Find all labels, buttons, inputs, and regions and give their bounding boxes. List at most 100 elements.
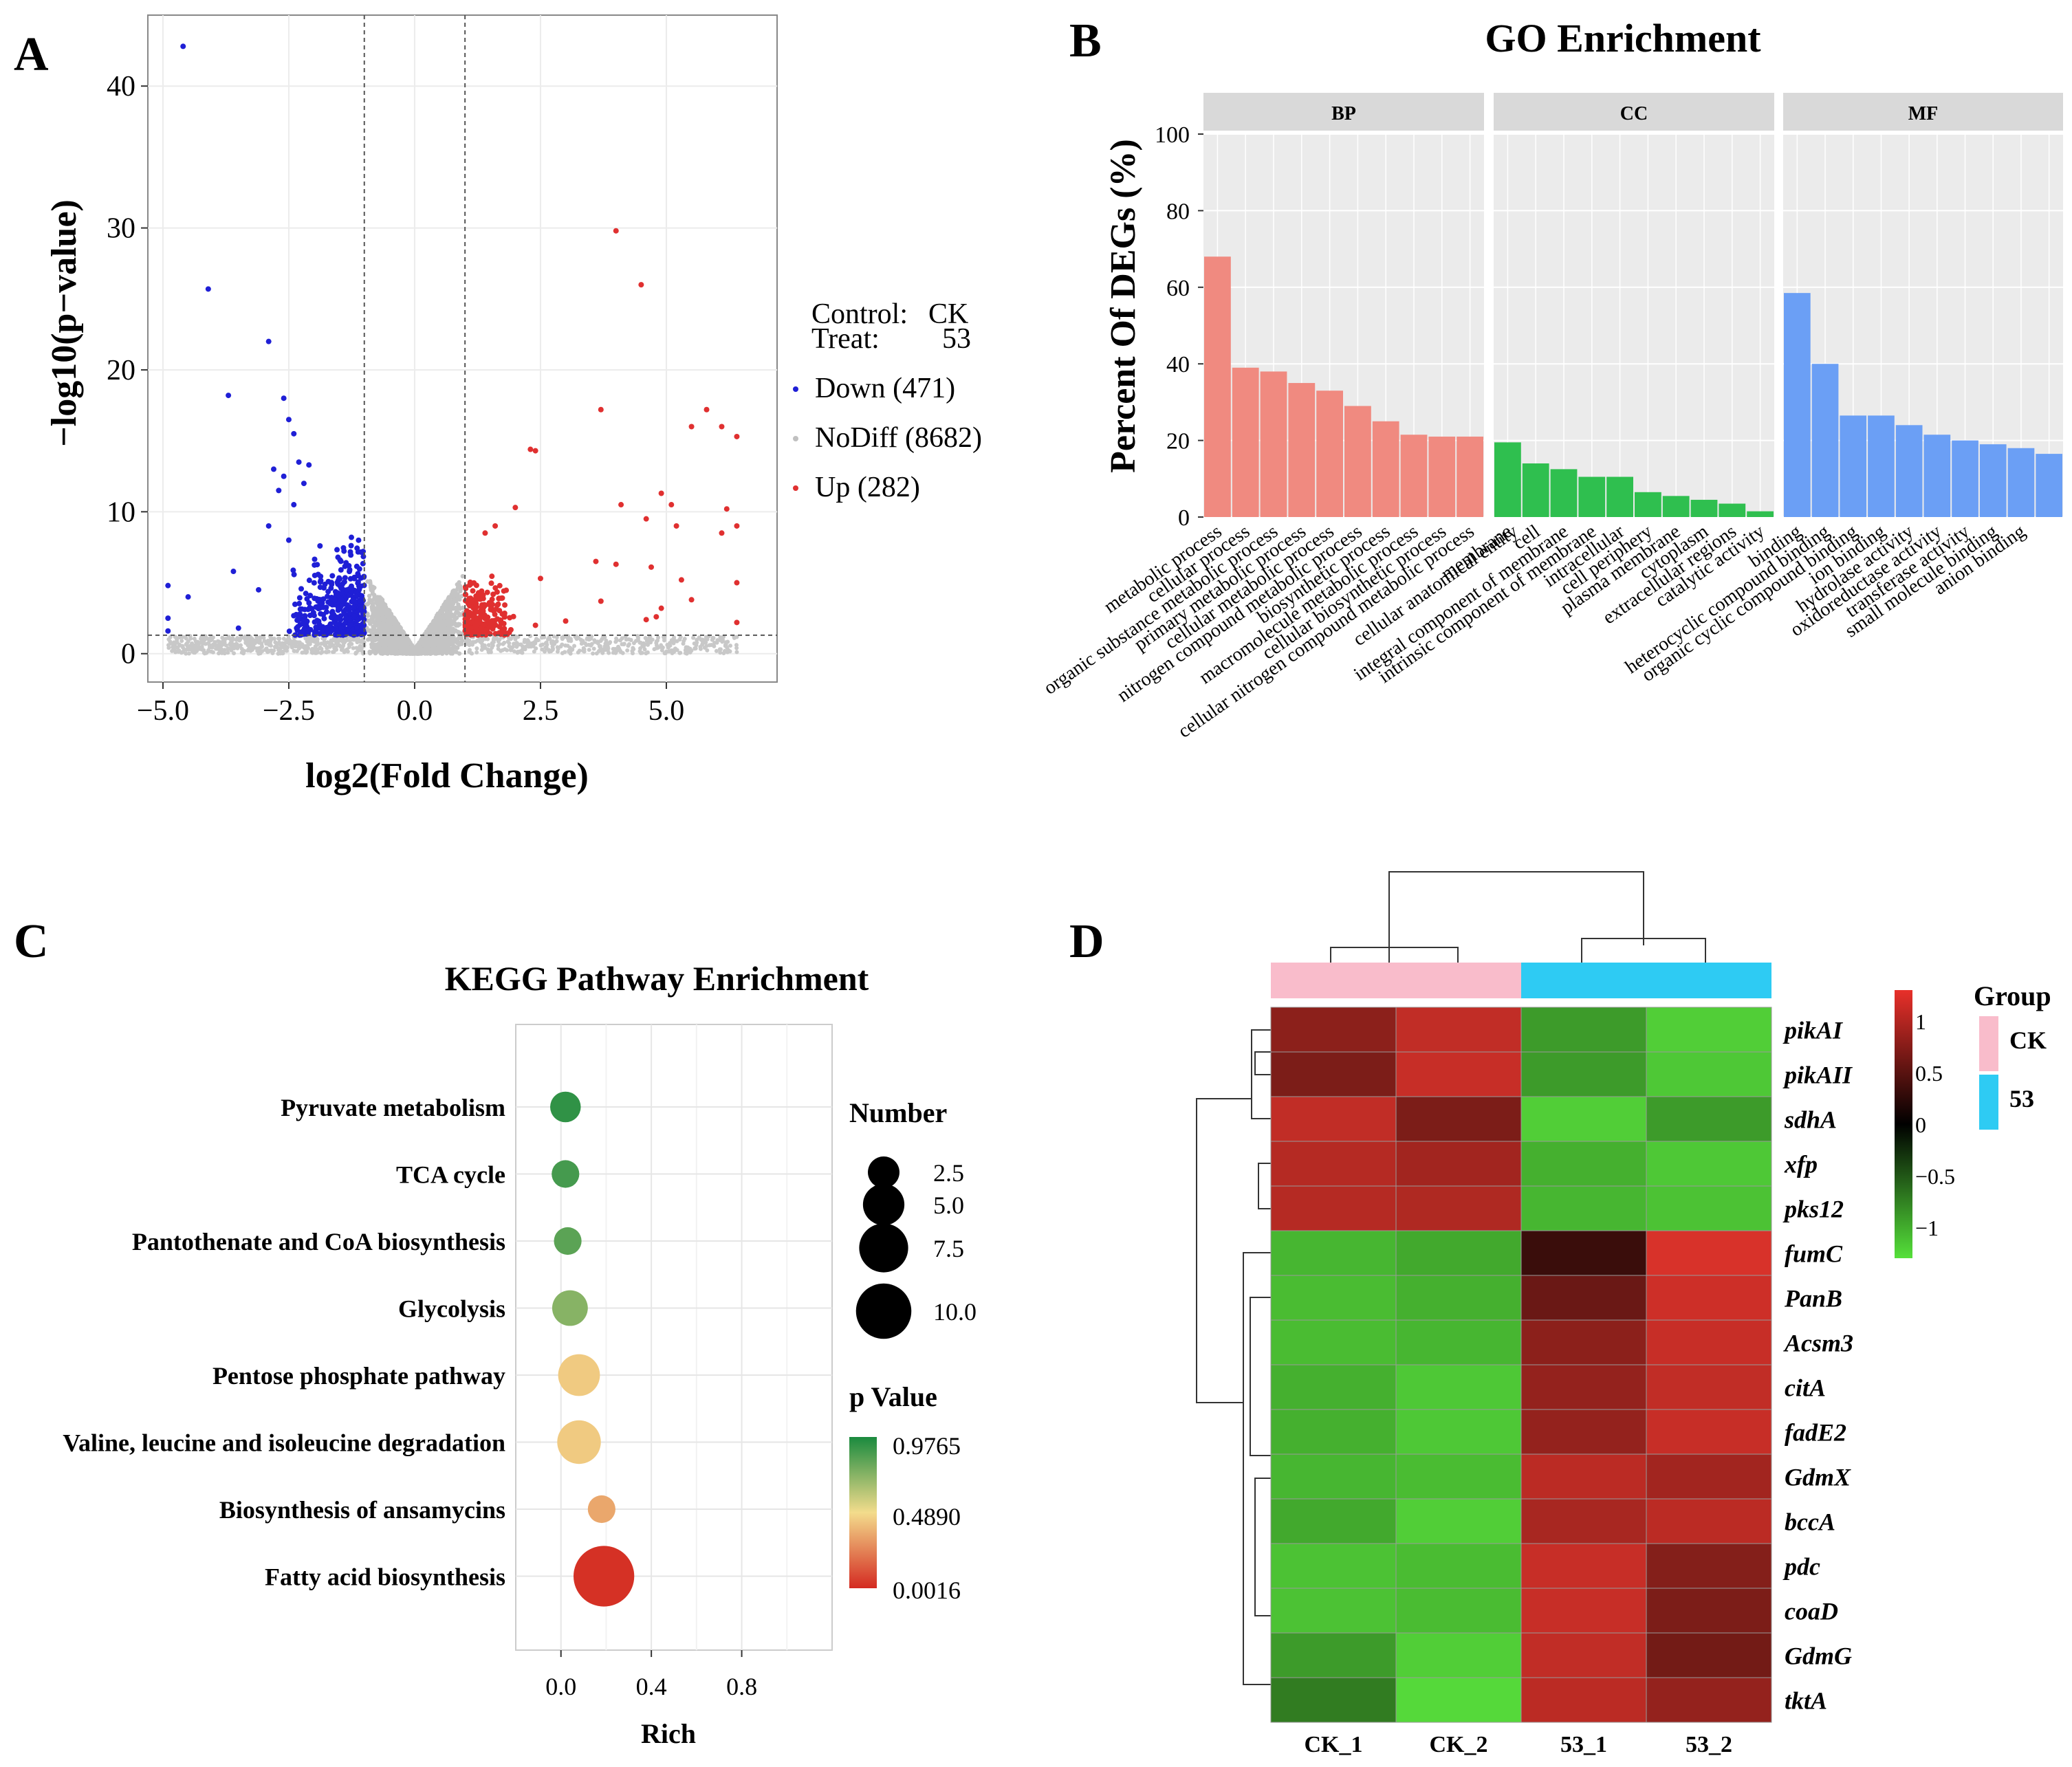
nodiff-point [603,641,608,646]
nodiff-point [395,636,400,641]
heatmap-gene-label: pikAI [1782,1017,1844,1044]
volcano-ytick-label: 10 [107,496,135,528]
nodiff-point [257,651,261,656]
down-point [325,593,331,600]
nodiff-point [508,637,513,641]
panel-label-c: C [14,915,49,968]
row-dendrogram-branch-c [1250,1297,1271,1456]
nodiff-point [389,612,394,617]
nodiff-point [206,641,211,646]
nodiff-point [367,580,373,584]
heatmap-cell [1520,1364,1647,1410]
nodiff-point [186,651,191,656]
down-point [351,604,357,610]
down-point [291,430,297,437]
up-point [488,619,494,625]
down-point [346,592,352,598]
color-legend-label: 0.0016 [893,1577,961,1604]
nodiff-point [439,633,444,638]
group-annotation-cell [1271,963,1396,998]
go-bar [1811,364,1839,517]
down-point [340,545,347,551]
nodiff-point [647,635,652,640]
down-point [338,596,345,602]
up-point [688,424,695,430]
go-bar [1662,496,1690,517]
down-point [356,586,362,593]
heatmap-cell [1270,1007,1397,1053]
up-point [527,446,534,452]
kegg-dot [587,1495,615,1524]
group-annotation-cell [1646,963,1771,998]
heatmap-cell [1646,1230,1772,1276]
nodiff-point [486,647,490,652]
nodiff-point [384,651,390,656]
nodiff-point [558,644,563,649]
heatmap-gene-label: pdc [1782,1553,1820,1581]
nodiff-point [384,613,390,619]
nodiff-point [702,645,707,650]
down-point [292,601,298,607]
down-point [306,462,312,468]
nodiff-point [593,639,598,644]
nodiff-point [633,639,638,644]
nodiff-point [450,638,456,643]
nodiff-point [486,637,490,641]
heatmap-cell [1520,1588,1647,1634]
up-point [488,580,494,586]
nodiff-point [293,639,298,644]
up-point [512,505,519,511]
column-dendrogram-53 [1581,938,1706,963]
up-point [502,602,508,608]
heatmap-gene-label: pks12 [1782,1196,1844,1223]
up-point [484,589,490,595]
nodiff-point [510,644,515,649]
nodiff-point [591,651,596,656]
up-point [648,564,654,570]
nodiff-point [435,613,439,618]
nodiff-point [582,649,587,654]
up-point [678,577,684,583]
nodiff-point [281,637,286,641]
nodiff-point [597,644,602,649]
nodiff-point [734,646,739,650]
go-ytick-label: 20 [1166,429,1190,454]
nodiff-point [469,651,474,656]
nodiff-point [243,634,248,639]
nodiff-point [166,637,171,641]
nodiff-point [202,651,207,656]
nodiff-point [685,646,690,650]
nodiff-point [442,623,447,628]
nodiff-point [232,651,237,656]
heatmap-cell [1646,1275,1772,1321]
treat-label: Treat: [811,323,880,355]
heatmap-cell [1646,1364,1772,1410]
heatmap-cell [1646,1096,1772,1142]
row-dendrogram-branch-b [1258,1163,1271,1209]
go-bar [1428,437,1456,517]
heatmap-cell [1270,1141,1397,1187]
volcano-legend-dot [793,485,798,491]
nodiff-point [637,640,642,645]
down-point [291,571,297,578]
nodiff-point [446,638,451,644]
down-point [347,549,353,555]
kegg-pathway-label: Pentose phosphate pathway [212,1362,505,1390]
heatmap-cell [1395,1409,1522,1455]
nodiff-point [563,650,567,655]
nodiff-point [666,645,670,650]
down-point [285,537,292,543]
nodiff-point [400,646,406,652]
heatmap-cell [1520,1141,1647,1187]
nodiff-point [512,641,516,646]
nodiff-point [675,648,679,652]
down-point [294,612,301,618]
nodiff-point [443,599,448,604]
heatmap-column-label: 53_2 [1686,1732,1732,1757]
down-point [338,567,344,573]
up-point [719,424,725,430]
nodiff-point [449,601,455,606]
kegg-pathway-label: Pantothenate and CoA biosynthesis [132,1228,505,1255]
nodiff-point [452,593,457,598]
go-bar [1606,476,1633,517]
